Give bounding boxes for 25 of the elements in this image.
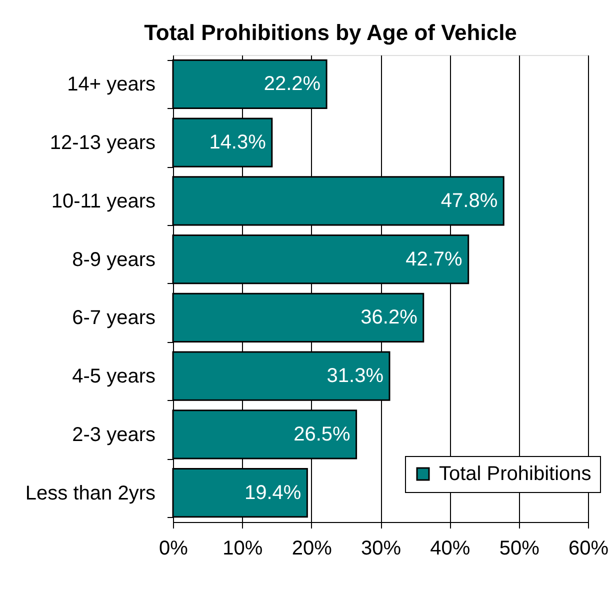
legend-label: Total Prohibitions bbox=[439, 463, 592, 485]
data-label: 26.5% bbox=[294, 423, 350, 446]
data-label: 47.8% bbox=[440, 190, 498, 212]
y-tick-label: 4-5 years bbox=[72, 366, 156, 388]
chart-title: Total Prohibitions by Age of Vehicle bbox=[144, 20, 517, 45]
data-label: 42.7% bbox=[406, 248, 463, 270]
x-tick-label: 50% bbox=[499, 538, 540, 560]
x-tick-label: 60% bbox=[568, 538, 609, 560]
data-label: 22.2% bbox=[264, 73, 321, 96]
y-tick-label: 6-7 years bbox=[72, 307, 156, 330]
y-tick-label: 10-11 years bbox=[51, 190, 156, 212]
y-tick-label: Less than 2yrs bbox=[25, 482, 156, 504]
y-tick-label: 2-3 years bbox=[72, 424, 156, 446]
x-tick-label: 40% bbox=[430, 538, 470, 560]
data-label: 19.4% bbox=[244, 482, 302, 504]
y-tick-label: 8-9 years bbox=[72, 248, 156, 271]
x-tick-label: 10% bbox=[222, 538, 263, 560]
data-label: 31.3% bbox=[326, 365, 384, 388]
x-tick-label: 20% bbox=[292, 538, 332, 560]
y-tick-label: 12-13 years bbox=[50, 132, 156, 154]
x-tick-label: 30% bbox=[360, 538, 402, 560]
data-label: 36.2% bbox=[360, 306, 418, 329]
data-label: 14.3% bbox=[209, 132, 266, 154]
y-tick-label: 14+ years bbox=[67, 74, 156, 96]
x-tick-label: 0% bbox=[159, 538, 188, 560]
